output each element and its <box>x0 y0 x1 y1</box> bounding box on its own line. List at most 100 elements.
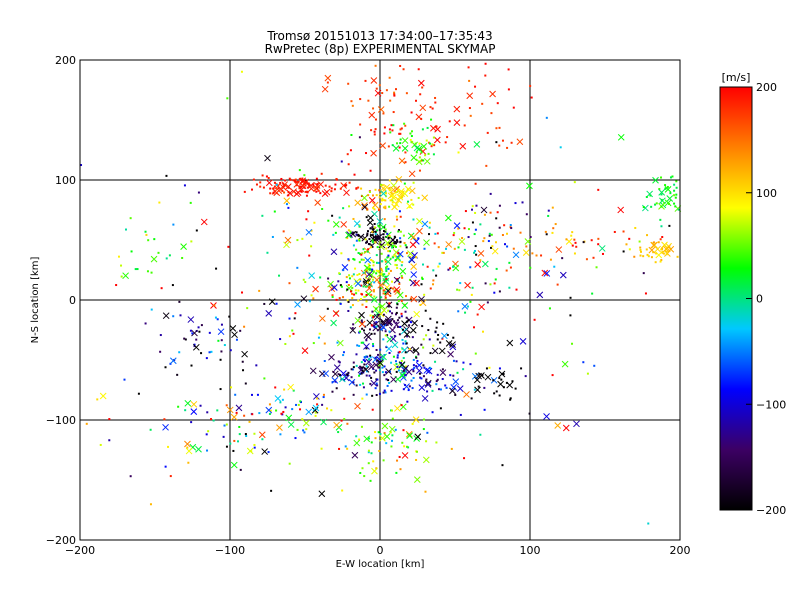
data-point <box>302 278 305 281</box>
data-point <box>353 173 356 176</box>
data-point-cross <box>229 325 237 332</box>
data-point-cross <box>217 328 225 336</box>
data-point <box>415 450 418 453</box>
data-point <box>375 394 378 397</box>
data-point <box>350 133 353 136</box>
data-point-cross <box>413 476 421 483</box>
data-point <box>355 239 358 242</box>
data-point <box>559 146 562 149</box>
data-point <box>421 325 424 328</box>
data-point <box>429 142 432 145</box>
data-point-cross <box>617 133 625 141</box>
data-point <box>383 226 386 229</box>
data-point <box>391 144 394 147</box>
data-point <box>282 230 285 233</box>
data-point <box>164 366 167 369</box>
data-point <box>129 475 132 478</box>
data-point <box>406 252 409 255</box>
data-point <box>571 342 574 345</box>
data-point <box>446 333 449 336</box>
data-point <box>399 325 402 328</box>
data-point <box>378 196 381 199</box>
data-point-cross <box>382 278 390 285</box>
data-point <box>405 445 408 448</box>
data-point <box>409 297 412 300</box>
data-point-cross <box>478 303 485 311</box>
data-point <box>545 116 548 119</box>
data-point <box>425 378 428 381</box>
data-point-cross <box>458 238 466 245</box>
data-point-cross <box>365 358 373 366</box>
data-point <box>415 356 418 359</box>
data-point <box>208 331 211 334</box>
data-point-cross <box>376 359 384 366</box>
data-point <box>313 221 316 224</box>
data-point <box>237 440 240 443</box>
data-point-cross <box>409 326 417 334</box>
data-point <box>216 409 219 412</box>
data-point-cross <box>415 361 423 369</box>
data-point <box>379 432 382 435</box>
y-tick-label: −100 <box>46 414 76 427</box>
data-point-cross <box>368 271 375 279</box>
data-point-cross <box>184 399 192 407</box>
data-point <box>561 257 564 260</box>
data-point <box>506 146 509 149</box>
data-point <box>400 404 403 407</box>
data-point <box>475 204 478 207</box>
data-point <box>342 296 345 299</box>
data-point <box>338 447 341 450</box>
data-point <box>267 451 270 454</box>
data-point <box>436 232 439 235</box>
data-point <box>297 180 300 183</box>
data-point <box>481 330 484 333</box>
data-point <box>493 291 496 294</box>
data-point <box>396 218 399 221</box>
data-point <box>415 151 418 154</box>
data-point <box>320 447 323 450</box>
data-point <box>385 192 388 195</box>
data-point <box>483 386 486 389</box>
data-point <box>662 252 665 255</box>
data-point <box>318 332 321 335</box>
data-point <box>153 238 156 241</box>
data-point <box>422 346 425 349</box>
data-point-cross <box>438 347 446 355</box>
data-point <box>396 319 399 322</box>
data-point-cross <box>268 298 276 305</box>
data-point <box>380 287 383 290</box>
data-point <box>283 388 286 391</box>
data-point <box>373 208 376 211</box>
data-point <box>448 267 451 270</box>
data-point <box>374 431 377 434</box>
data-point <box>375 194 378 197</box>
data-point-cross <box>410 154 418 162</box>
data-point-cross <box>422 456 430 464</box>
data-point-cross <box>368 363 375 371</box>
data-point <box>639 250 642 253</box>
data-point <box>473 388 476 391</box>
data-point <box>389 99 392 102</box>
data-point <box>358 136 361 139</box>
data-point <box>490 112 493 115</box>
data-point <box>493 392 496 395</box>
data-point-cross <box>415 113 423 121</box>
data-point-cross <box>180 243 187 251</box>
data-point-cross <box>364 256 372 264</box>
data-point-cross <box>512 251 520 259</box>
data-point <box>378 84 381 87</box>
data-point-cross <box>369 235 377 243</box>
data-point-cross <box>412 416 420 423</box>
data-point <box>456 288 459 291</box>
data-point <box>408 385 411 388</box>
data-point <box>369 234 372 237</box>
data-point <box>426 265 429 268</box>
data-point-cross <box>354 199 362 207</box>
data-point <box>242 369 245 372</box>
data-point <box>340 252 343 255</box>
data-point <box>176 373 179 376</box>
data-point <box>397 300 400 303</box>
data-point <box>386 288 389 291</box>
data-point <box>525 245 528 248</box>
data-point <box>134 268 137 271</box>
